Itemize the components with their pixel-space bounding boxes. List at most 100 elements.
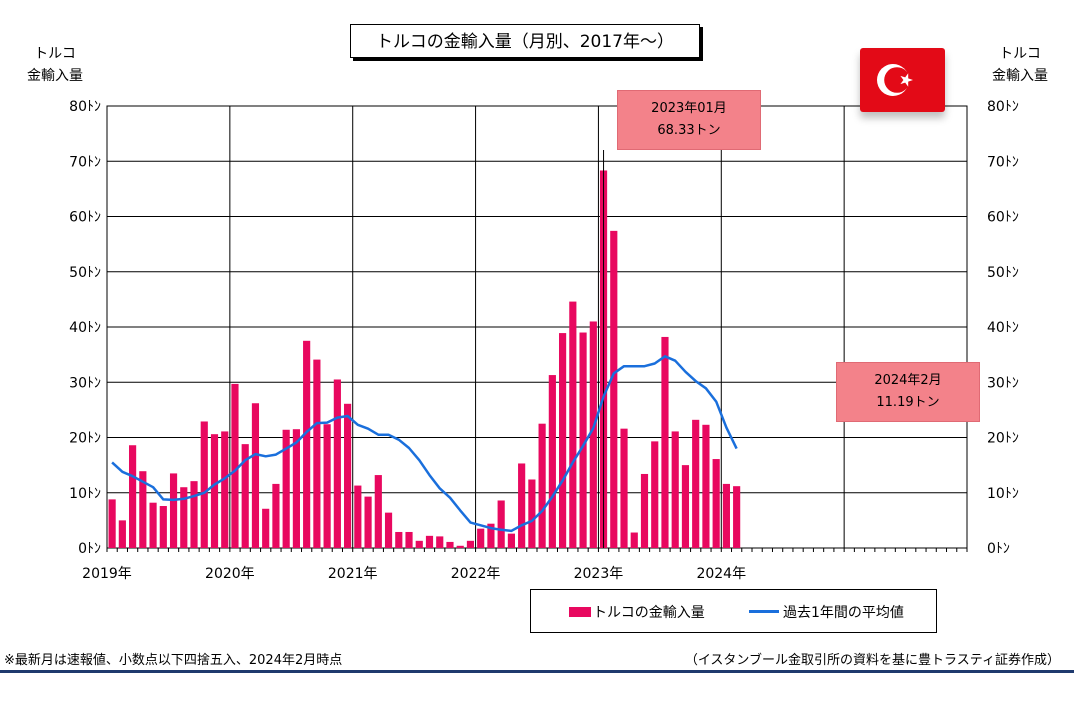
y-axis-left-label-line1: トルコ [34, 46, 76, 62]
bar-series [108, 150, 741, 549]
bar [241, 444, 249, 548]
average-line [111, 355, 738, 533]
callout-latest-value: 11.19トン [876, 395, 940, 410]
bar [251, 403, 260, 548]
plot-frame [106, 105, 968, 549]
x-tick-label: 2024年 [696, 566, 746, 582]
callout-peak-date: 2023年01月 [651, 101, 727, 116]
bar [487, 523, 495, 548]
y-tick-label-left: 20ﾄﾝ [69, 431, 101, 447]
y-tick-label-left: 30ﾄﾝ [69, 375, 101, 391]
bar [303, 340, 311, 548]
bar [333, 379, 341, 548]
bar [231, 383, 239, 548]
x-tick-label: 2023年 [574, 566, 624, 582]
bar [221, 431, 229, 548]
bar [282, 429, 290, 548]
bar [681, 465, 690, 548]
bar [210, 434, 219, 548]
bar [456, 545, 464, 548]
bar [425, 535, 434, 548]
bar [374, 475, 382, 548]
y-axis-right: 0ﾄﾝ 10ﾄﾝ 20ﾄﾝ 30ﾄﾝ 40ﾄﾝ 50ﾄﾝ 60ﾄﾝ 70ﾄﾝ 80ﾄﾝ [987, 99, 1019, 557]
footnote: ※最新月は速報値、小数点以下四捨五入、2024年2月時点 [4, 653, 343, 668]
x-tick-label: 2020年 [205, 566, 255, 582]
bar [712, 459, 720, 548]
bar [477, 528, 485, 548]
bar [466, 540, 475, 548]
y-tick-label-right: 60ﾄﾝ [987, 210, 1019, 226]
x-tick-label: 2022年 [451, 566, 501, 582]
bar [364, 496, 372, 548]
bar [446, 541, 454, 548]
y-tick-label-right: 50ﾄﾝ [987, 265, 1019, 281]
callout-peak-value: 68.33トン [657, 123, 721, 138]
legend-line-label: 過去1年間の平均値 [783, 605, 904, 621]
bar [169, 473, 178, 548]
bar [651, 441, 659, 548]
y-tick-label-left: 70ﾄﾝ [69, 154, 101, 170]
callout-latest: 2024年2月 11.19トン [836, 362, 980, 422]
bar [559, 333, 567, 548]
bar [640, 473, 649, 548]
bar [733, 486, 741, 548]
y-axis-left-label: トルコ 金輸入量 [20, 43, 90, 87]
bar [436, 536, 444, 548]
bar [139, 471, 147, 548]
bar [518, 463, 526, 548]
bar [702, 424, 710, 548]
y-tick-label-right: 10ﾄﾝ [987, 486, 1019, 502]
legend-bar-swatch [569, 607, 591, 617]
bar [538, 423, 546, 548]
callout-peak: 2023年01月 68.33トン [617, 90, 761, 150]
bar [579, 332, 587, 548]
y-tick-label-left: 40ﾄﾝ [69, 320, 101, 336]
bottom-rule [0, 670, 1074, 673]
bar [405, 531, 413, 548]
bar [323, 424, 331, 548]
y-axis-right-label-line1: トルコ [999, 46, 1041, 62]
bar [384, 512, 393, 548]
y-tick-label-right: 40ﾄﾝ [987, 320, 1019, 336]
bar [415, 540, 423, 548]
y-axis-right-label-line2: 金輸入量 [992, 68, 1048, 84]
x-axis: 2019年 2020年 2021年 2022年 2023年 2024年 [82, 566, 746, 582]
bar [671, 431, 679, 548]
y-tick-label-left: 10ﾄﾝ [69, 486, 101, 502]
y-tick-label-right: 0ﾄﾝ [987, 541, 1010, 557]
bar [344, 403, 352, 548]
bar [272, 483, 280, 548]
bar [354, 485, 362, 548]
bar [292, 429, 300, 548]
y-tick-label-left: 0ﾄﾝ [78, 541, 101, 557]
turkey-flag-icon [860, 48, 945, 112]
crescent-star-icon [877, 64, 913, 96]
y-axis-left: 0ﾄﾝ 10ﾄﾝ 20ﾄﾝ 30ﾄﾝ 40ﾄﾝ 50ﾄﾝ 60ﾄﾝ 70ﾄﾝ 80ﾄﾝ [69, 99, 101, 557]
bar [507, 533, 515, 548]
bar [722, 483, 730, 548]
average-line-series [111, 355, 738, 533]
x-tick-label: 2019年 [82, 566, 132, 582]
bar [129, 445, 137, 548]
y-tick-label-right: 30ﾄﾝ [987, 375, 1019, 391]
bar [528, 479, 536, 548]
y-tick-label-right: 20ﾄﾝ [987, 431, 1019, 447]
chart-title: トルコの金輸入量（月別、2017年～） [350, 24, 700, 58]
legend-line-swatch [749, 610, 779, 613]
bar [108, 499, 116, 548]
y-tick-label-right: 70ﾄﾝ [987, 154, 1019, 170]
y-axis-left-label-line2: 金輸入量 [27, 68, 83, 84]
bar [262, 508, 270, 548]
bar [313, 359, 321, 548]
x-tick-label: 2021年 [328, 566, 378, 582]
bar [159, 506, 167, 548]
y-tick-label-right: 80ﾄﾝ [987, 99, 1019, 115]
y-axis-right-label: トルコ 金輸入量 [985, 43, 1055, 87]
callout-latest-date: 2024年2月 [874, 373, 942, 388]
bar [149, 502, 157, 548]
bar [200, 421, 208, 548]
legend-bar-label: トルコの金輸入量 [593, 605, 705, 621]
bar [589, 321, 597, 548]
y-tick-label-left: 60ﾄﾝ [69, 210, 101, 226]
